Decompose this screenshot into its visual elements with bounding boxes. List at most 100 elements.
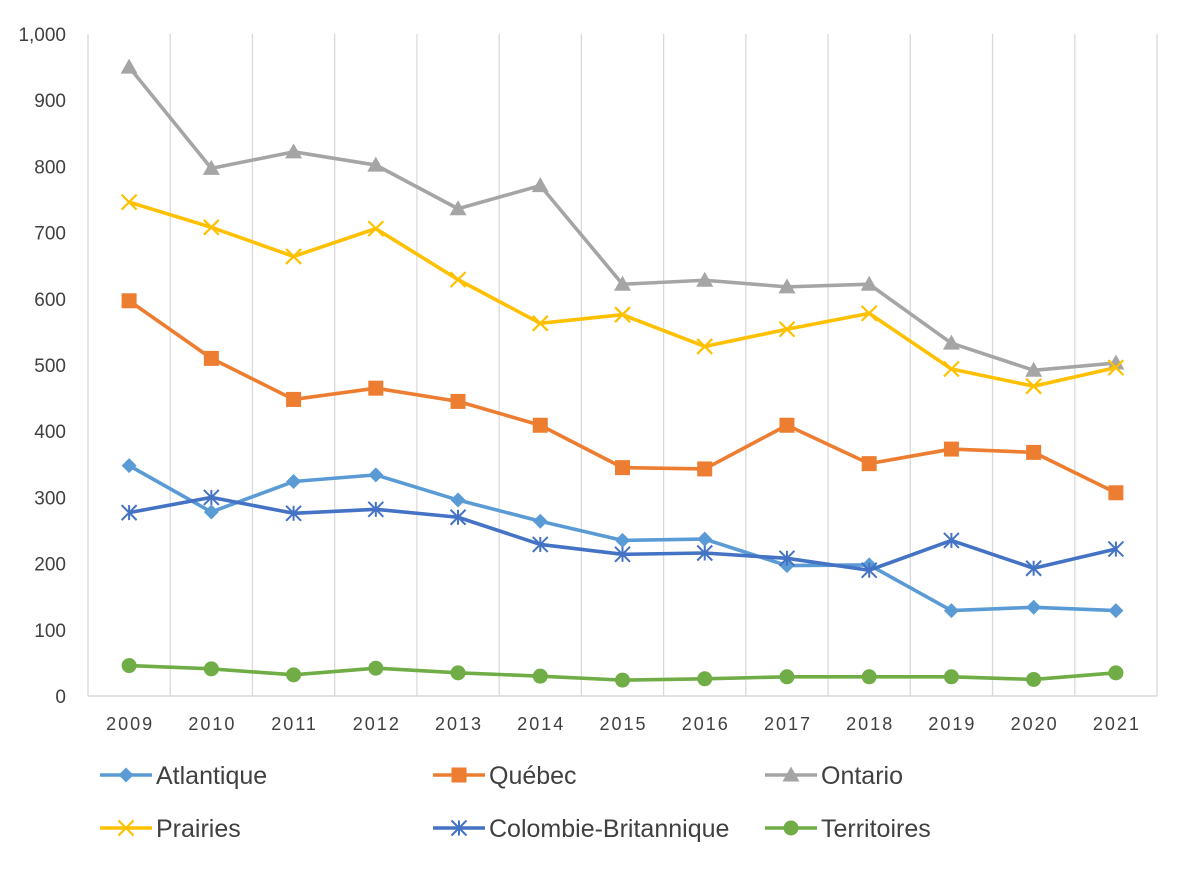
data-point-atlantique (1026, 599, 1042, 615)
data-point-atlantique (532, 513, 548, 529)
legend-item-ontario: Ontario (765, 762, 903, 790)
data-point-atlantique (286, 474, 302, 490)
data-point-prairies (120, 193, 138, 211)
data-point-quebec (615, 460, 630, 476)
data-point-prairies (285, 248, 302, 265)
legend: Atlantique Québec Ontario Prairies Colombie-… (100, 762, 931, 843)
legend-item-colombie-britannique: Colombie-Britannique (433, 815, 729, 843)
data-point-colombie-britannique (449, 509, 467, 526)
data-point-quebec (779, 417, 795, 433)
y-tick-label: 400 (34, 422, 66, 443)
legend-label: Ontario (821, 762, 903, 790)
data-point-prairies (614, 306, 631, 323)
data-point-atlantique (1108, 603, 1124, 619)
data-point-colombie-britannique (696, 544, 713, 562)
data-point-ontario (367, 156, 385, 172)
data-point-prairies (860, 305, 878, 322)
legend-marker (450, 819, 468, 837)
legend-item-quebec: Québec (433, 762, 577, 790)
x-tick-label: 2012 (353, 714, 401, 734)
data-point-prairies (449, 271, 467, 288)
data-point-prairies (943, 360, 960, 378)
series-ontario (120, 58, 1125, 377)
y-tick-label: 900 (34, 91, 66, 112)
data-point-colombie-britannique (203, 489, 220, 506)
data-point-colombie-britannique (120, 504, 138, 521)
x-tick-label: 2019 (928, 714, 976, 734)
data-point-territoires (615, 672, 630, 688)
data-point-territoires (861, 669, 877, 685)
data-point-ontario (202, 159, 220, 175)
data-point-territoires (286, 667, 302, 683)
x-tick-label: 2009 (106, 714, 154, 734)
legend-label: Québec (489, 762, 577, 790)
data-point-quebec (121, 293, 137, 309)
data-point-quebec (697, 461, 713, 477)
x-tick-label: 2021 (1093, 714, 1141, 734)
data-point-atlantique (943, 603, 959, 619)
series-territoires (121, 658, 1124, 688)
data-point-territoires (943, 669, 959, 685)
data-point-colombie-britannique (285, 505, 302, 522)
data-point-atlantique (368, 467, 384, 483)
legend-item-prairies: Prairies (100, 815, 241, 843)
x-tick-label: 2016 (682, 714, 730, 734)
series-atlantique (121, 458, 1124, 619)
data-point-territoires (779, 669, 795, 685)
data-point-quebec (368, 380, 384, 396)
legend-marker (117, 819, 135, 837)
data-point-prairies (531, 315, 549, 332)
y-tick-label: 600 (34, 290, 66, 311)
data-point-ontario (531, 177, 549, 193)
x-tick-label: 2017 (764, 714, 812, 734)
data-point-prairies (778, 320, 796, 338)
axis-layer: 0 100 200 300 400 500 600 700 800 900 1,000 2009 201… (18, 25, 1157, 734)
data-point-quebec (861, 456, 877, 472)
x-tick-label: 2011 (271, 714, 318, 734)
series-quebec (121, 293, 1124, 501)
data-point-territoires (121, 658, 137, 674)
data-point-territoires (697, 671, 713, 687)
data-point-ontario (120, 58, 138, 74)
data-point-colombie-britannique (943, 532, 960, 549)
data-point-territoires (1026, 671, 1042, 687)
data-point-ontario (1025, 361, 1043, 377)
data-point-colombie-britannique (1025, 560, 1042, 577)
data-point-colombie-britannique (367, 501, 385, 518)
data-point-colombie-britannique (1107, 540, 1125, 558)
x-tick-label: 2013 (435, 714, 483, 734)
data-point-prairies (1107, 359, 1125, 376)
data-point-quebec (450, 393, 466, 409)
data-point-ontario (778, 278, 796, 294)
y-tick-label: 1,000 (18, 25, 66, 46)
series-layer (120, 58, 1125, 688)
data-point-ontario (449, 200, 467, 216)
x-tick-label: 2010 (188, 714, 236, 734)
data-point-territoires (1108, 665, 1124, 681)
data-point-ontario (942, 334, 960, 350)
data-point-ontario (860, 275, 878, 291)
data-point-colombie-britannique (778, 550, 796, 567)
data-point-ontario (1107, 354, 1125, 370)
data-point-quebec (1108, 485, 1124, 501)
data-point-territoires (368, 660, 384, 676)
series-line-prairies (128, 200, 1117, 388)
legend-label: Prairies (156, 815, 241, 843)
x-tick-label: 2015 (599, 714, 647, 734)
data-point-ontario (285, 143, 303, 159)
data-point-quebec (943, 441, 959, 457)
data-point-colombie-britannique (614, 546, 631, 563)
y-tick-label: 800 (34, 157, 66, 178)
legend-item-atlantique: Atlantique (100, 762, 267, 790)
series-colombie-britannique (120, 489, 1125, 579)
y-tick-label: 0 (55, 687, 66, 708)
x-tick-label: 2014 (517, 714, 565, 734)
data-point-prairies (1025, 377, 1042, 395)
legend-marker (782, 766, 800, 782)
data-point-colombie-britannique (860, 562, 878, 579)
x-tick-label: 2020 (1011, 714, 1059, 734)
y-tick-label: 100 (34, 621, 66, 642)
data-point-territoires (532, 668, 548, 684)
